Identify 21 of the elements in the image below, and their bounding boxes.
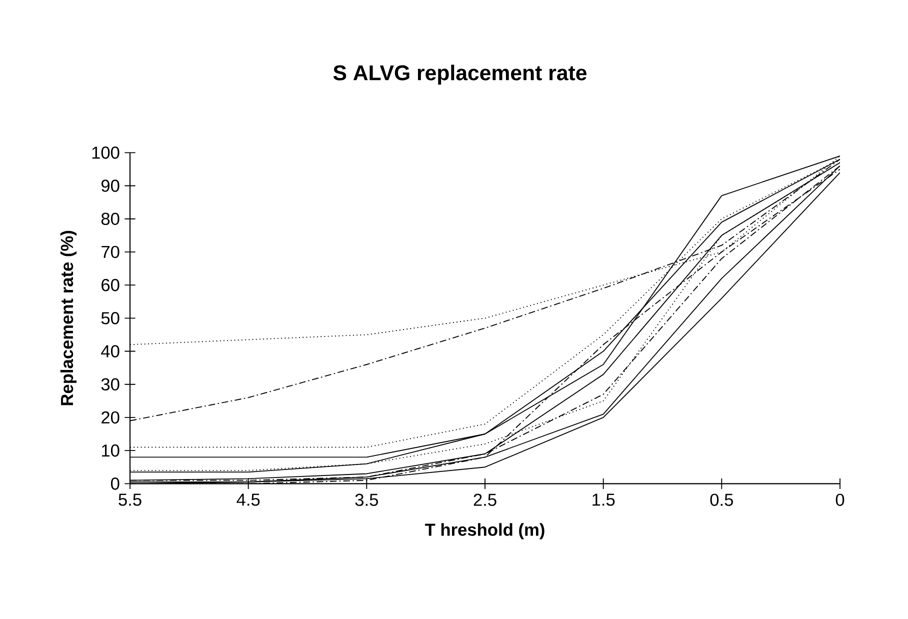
- chart-title: S ALVG replacement rate: [333, 64, 586, 85]
- y-tick-label: 10: [102, 444, 120, 457]
- y-tick-label: 0: [110, 478, 120, 490]
- x-tick-label: 3.5: [355, 494, 378, 506]
- y-tick-label: 90: [101, 180, 120, 192]
- y-tick-label: 40: [101, 345, 120, 358]
- x-tick-label: 5.5: [118, 494, 142, 506]
- y-tick-label: 30: [101, 378, 120, 391]
- x-tick-label: 2.5: [474, 494, 496, 506]
- x-tick-label: 4.5: [236, 494, 260, 506]
- y-tick-label: 80: [101, 212, 120, 226]
- x-tick-label: 1.5: [592, 494, 615, 506]
- y-tick-label: 60: [102, 279, 120, 292]
- y-tick-label: 100: [92, 146, 120, 159]
- x-tick-label: 0: [836, 494, 844, 506]
- y-tick-label: 50: [101, 312, 120, 324]
- x-axis-title: T hreshold (m): [425, 523, 544, 540]
- y-tick-label: 70: [102, 246, 120, 258]
- y-tick-label: 20: [102, 411, 120, 424]
- x-tick-label: 0.5: [710, 494, 733, 506]
- y-axis-title: Replacement rate (%): [60, 231, 77, 406]
